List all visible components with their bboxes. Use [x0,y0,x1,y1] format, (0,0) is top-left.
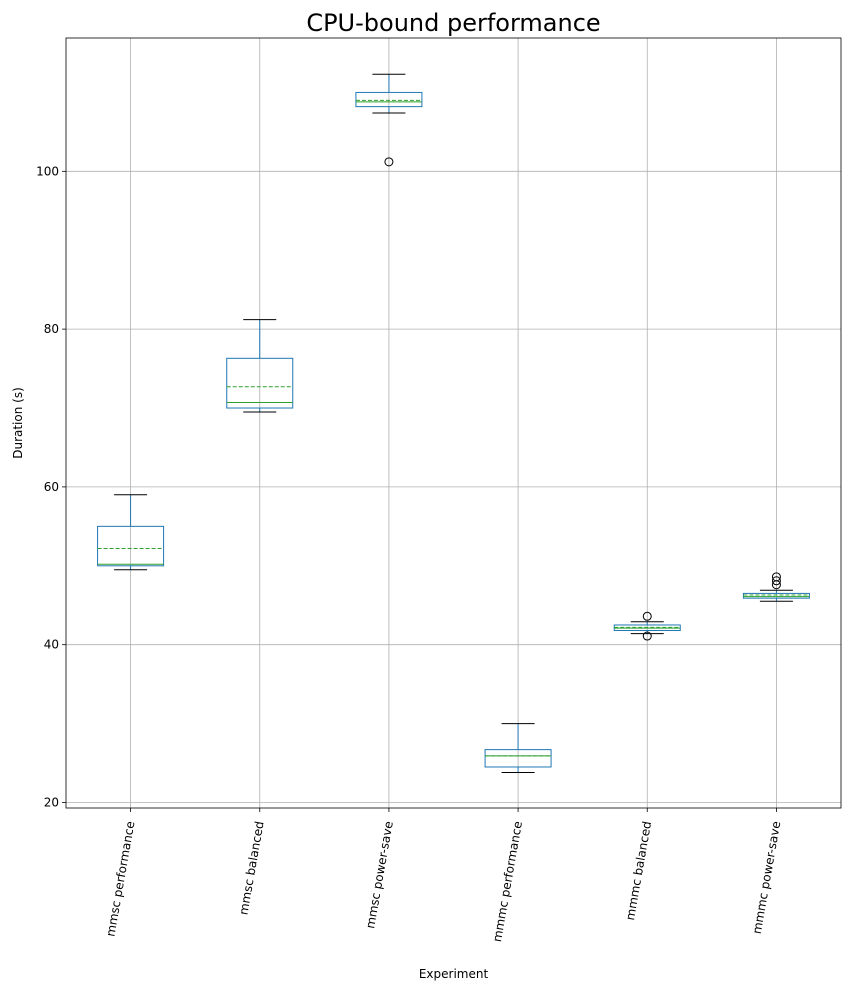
x-tick-label: mmmc power-save [750,820,784,935]
chart-title: CPU-bound performance [306,9,600,37]
x-tick-label: mmmc balanced [623,820,654,921]
outlier-point [771,572,781,582]
box-group [484,723,552,773]
y-tick-label: 80 [44,322,59,336]
plot-frame [65,37,842,809]
box-group [226,319,294,413]
iqr-box [355,91,423,108]
y-tick-label: 20 [44,795,59,809]
iqr-box [484,749,552,768]
outlier-point [642,611,652,621]
x-tick-label: mmsc power-save [363,820,396,930]
iqr-box [226,357,294,409]
box-group [355,73,423,167]
outlier-point [771,576,781,586]
iqr-box [97,525,165,567]
box-layer [97,73,810,773]
y-tick-label: 60 [44,480,59,494]
tick-layer: 20 40 60 80 100 mmsc performance mmsc balanced… [36,164,783,943]
grid-layer [66,38,841,808]
x-tick-label: mmsc performance [103,820,137,938]
y-axis-label: Duration (s) [11,387,25,459]
x-axis-label: Experiment [419,967,489,981]
box-group [97,494,165,571]
box-group [742,572,810,602]
box-group [613,611,681,641]
y-tick-label: 40 [44,638,59,652]
iqr-box [742,592,810,599]
y-tick-label: 100 [36,164,59,178]
x-tick-label: mmsc balanced [236,820,266,916]
x-tick-label: mmmc performance [490,820,525,943]
outlier-point [384,157,394,167]
outlier-point [642,631,652,641]
